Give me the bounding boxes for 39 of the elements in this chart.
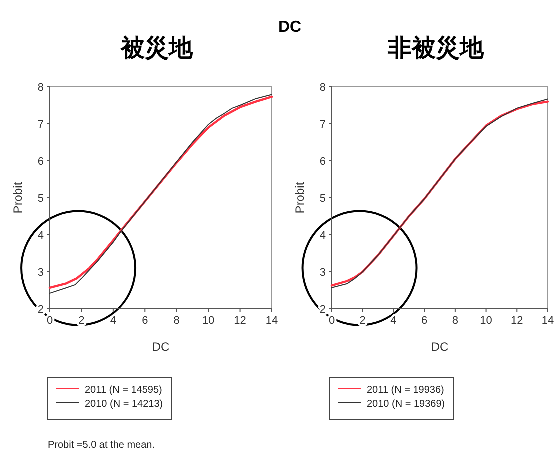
y-tick-label: 6 <box>320 156 326 168</box>
legend-label: 2011 (N = 19936) <box>367 385 444 396</box>
x-axis-title: DC <box>431 340 449 354</box>
y-tick-label: 3 <box>320 267 326 279</box>
y-axis-title: Probit <box>293 182 307 214</box>
text: Probit =5.0 at the mean. <box>48 440 156 451</box>
x-tick-label: 8 <box>174 315 180 327</box>
x-tick-label: 14 <box>542 315 554 327</box>
x-axis-title: DC <box>152 340 170 354</box>
y-tick-label: 5 <box>320 193 326 205</box>
y-tick-label: 5 <box>38 193 44 205</box>
x-tick-label: 12 <box>511 315 524 327</box>
x-tick-label: 4 <box>110 315 116 327</box>
x-tick-label: 6 <box>142 315 148 327</box>
x-tick-label: 10 <box>202 315 215 327</box>
legend-label: 2010 (N = 19369) <box>367 399 446 410</box>
y-tick-label: 3 <box>38 267 44 279</box>
y-tick-label: 8 <box>320 82 326 94</box>
x-tick-label: 14 <box>266 315 278 327</box>
y-tick-label: 4 <box>38 230 44 242</box>
chart-title: 被災地 <box>120 35 194 62</box>
x-tick-label: 2 <box>360 315 366 327</box>
x-tick-label: 10 <box>480 315 492 327</box>
y-tick-label: 7 <box>38 119 44 131</box>
text: DC <box>278 19 302 36</box>
x-tick-label: 8 <box>452 315 458 327</box>
x-tick-label: 12 <box>234 315 246 327</box>
x-tick-label: 4 <box>390 315 397 327</box>
y-tick-label: 4 <box>320 230 326 242</box>
y-tick-label: 8 <box>38 82 44 94</box>
y-tick-label: 7 <box>320 119 326 131</box>
y-axis-title: Probit <box>11 182 25 214</box>
legend-label: 2010 (N = 14213) <box>85 399 164 410</box>
x-tick-label: 2 <box>78 315 85 327</box>
x-tick-label: 0 <box>46 315 54 327</box>
y-tick-label: 6 <box>38 156 44 168</box>
x-tick-label: 6 <box>422 315 428 327</box>
legend-label: 2011 (N = 14595) <box>85 385 162 396</box>
chart-title: 非被災地 <box>387 35 485 62</box>
